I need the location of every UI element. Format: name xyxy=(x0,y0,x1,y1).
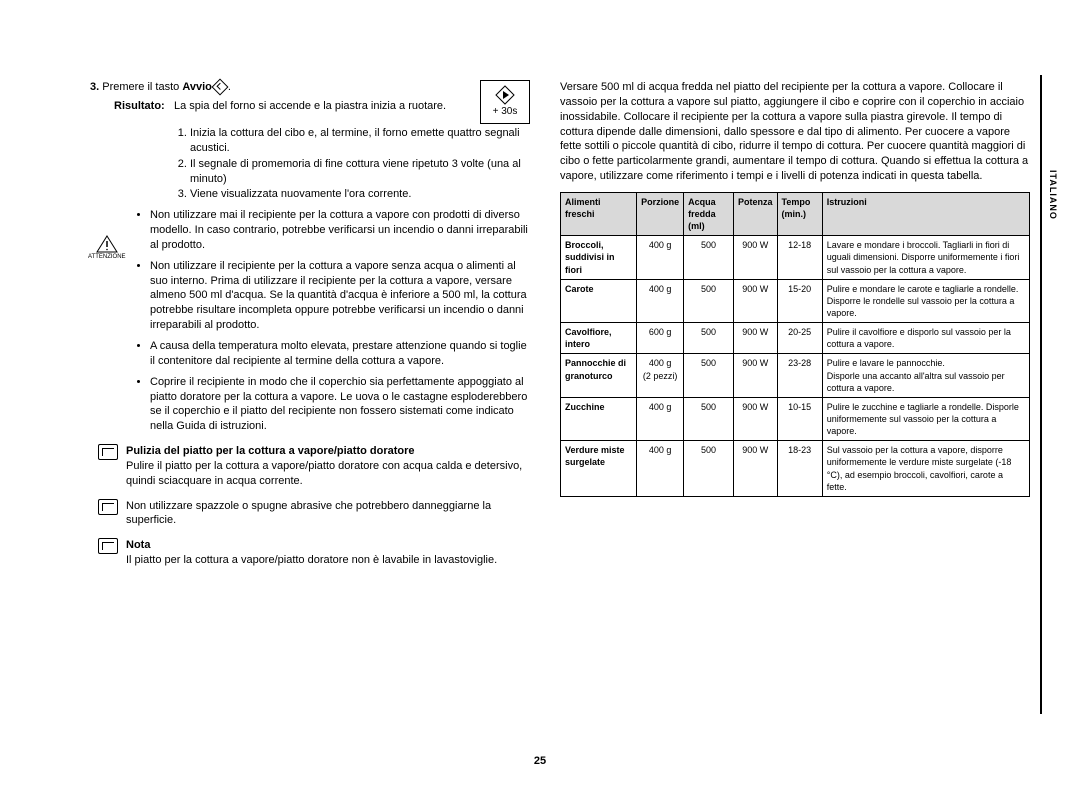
cell-portion: 400 g(2 pezzi) xyxy=(637,354,684,397)
numbered-item: Il segnale di promemoria di fine cottura… xyxy=(190,157,530,187)
note-title: Pulizia del piatto per la cottura a vapo… xyxy=(126,444,530,459)
cell-food: Cavolfiore, intero xyxy=(561,323,637,354)
warning-bullets: Non utilizzare mai il recipiente per la … xyxy=(90,208,530,434)
risultato-label: Risultato: xyxy=(114,99,174,114)
diamond-play-icon xyxy=(495,85,515,105)
th-food: Alimenti freschi xyxy=(561,192,637,235)
cell-portion: 400 g xyxy=(637,397,684,440)
note-title: Nota xyxy=(126,538,530,553)
note-icon xyxy=(98,538,118,554)
cell-water: 500 xyxy=(684,236,734,279)
cell-portion: 600 g xyxy=(637,323,684,354)
th-time: Tempo (min.) xyxy=(777,192,822,235)
language-tab: ITALIANO xyxy=(1048,170,1058,220)
risultato-row: Risultato: La spia del forno si accende … xyxy=(114,99,474,114)
page-number: 25 xyxy=(0,755,1080,767)
cell-power: 900 W xyxy=(734,323,778,354)
table-row: Verdure miste surgelate400 g500900 W18-2… xyxy=(561,441,1030,497)
cell-time: 20-25 xyxy=(777,323,822,354)
cell-time: 12-18 xyxy=(777,236,822,279)
warning-icon: ATTENZIONE xyxy=(88,235,126,261)
table-row: Carote400 g500900 W15-20Pulire e mondare… xyxy=(561,279,1030,322)
note-block-1: Pulizia del piatto per la cottura a vapo… xyxy=(90,444,530,489)
cell-water: 500 xyxy=(684,323,734,354)
cell-water: 500 xyxy=(684,279,734,322)
note-text: Pulire il piatto per la cottura a vapore… xyxy=(126,459,530,489)
bullet-item: A causa della temperatura molto elevata,… xyxy=(150,339,530,369)
cell-food: Carote xyxy=(561,279,637,322)
numbered-item: Inizia la cottura del cibo e, al termine… xyxy=(190,126,530,156)
cell-food: Pannocchie di granoturco xyxy=(561,354,637,397)
cell-instr: Pulire e lavare le pannocchie.Disporle u… xyxy=(822,354,1029,397)
table-row: Broccoli, suddivisi in fiori400 g500900 … xyxy=(561,236,1030,279)
table-row: Pannocchie di granoturco400 g(2 pezzi)50… xyxy=(561,354,1030,397)
cell-instr: Sul vassoio per la cottura a vapore, dis… xyxy=(822,441,1029,497)
bullet-item: Coprire il recipiente in modo che il cop… xyxy=(150,375,530,434)
note-icon xyxy=(98,444,118,460)
cooking-table: Alimenti freschi Porzione Acqua fredda (… xyxy=(560,192,1030,497)
cell-water: 500 xyxy=(684,441,734,497)
cell-water: 500 xyxy=(684,354,734,397)
time-box: + 30s xyxy=(480,80,530,124)
cell-water: 500 xyxy=(684,397,734,440)
table-header-row: Alimenti freschi Porzione Acqua fredda (… xyxy=(561,192,1030,235)
numbered-item: Viene visualizzata nuovamente l'ora corr… xyxy=(190,187,530,202)
cell-food: Zucchine xyxy=(561,397,637,440)
cell-power: 900 W xyxy=(734,441,778,497)
intro-paragraph: Versare 500 ml di acqua fredda nel piatt… xyxy=(560,80,1030,184)
note-text: Il piatto per la cottura a vapore/piatto… xyxy=(126,553,530,568)
note-icon xyxy=(98,499,118,515)
table-row: Zucchine400 g500900 W10-15Pulire le zucc… xyxy=(561,397,1030,440)
cell-power: 900 W xyxy=(734,397,778,440)
cell-portion: 400 g xyxy=(637,236,684,279)
th-water: Acqua fredda (ml) xyxy=(684,192,734,235)
numbered-list: Inizia la cottura del cibo e, al termine… xyxy=(90,126,530,202)
cell-instr: Pulire e mondare le carote e tagliarle a… xyxy=(822,279,1029,322)
step-avvio: Avvio xyxy=(182,81,212,93)
bullet-item: Non utilizzare il recipiente per la cott… xyxy=(150,259,530,333)
warning-label: ATTENZIONE xyxy=(88,254,126,260)
cell-instr: Lavare e mondare i broccoli. Tagliarli i… xyxy=(822,236,1029,279)
cell-instr: Pulire il cavolfiore e disporlo sul vass… xyxy=(822,323,1029,354)
cell-food: Verdure miste surgelate xyxy=(561,441,637,497)
cell-portion: 400 g xyxy=(637,441,684,497)
note-text: Non utilizzare spazzole o spugne abrasiv… xyxy=(126,499,530,529)
cell-instr: Pulire le zucchine e tagliarle a rondell… xyxy=(822,397,1029,440)
side-divider xyxy=(1040,75,1042,714)
cell-power: 900 W xyxy=(734,354,778,397)
step-number: 3. xyxy=(90,81,99,93)
risultato-text: La spia del forno si accende e la piastr… xyxy=(174,99,474,114)
cell-food: Broccoli, suddivisi in fiori xyxy=(561,236,637,279)
left-column: 3. Premere il tasto Avvio. Risultato: La… xyxy=(90,80,530,759)
cell-time: 10-15 xyxy=(777,397,822,440)
step-text: Premere il tasto xyxy=(102,81,182,93)
th-portion: Porzione xyxy=(637,192,684,235)
th-power: Potenza xyxy=(734,192,778,235)
cell-time: 18-23 xyxy=(777,441,822,497)
note-block-2: Non utilizzare spazzole o spugne abrasiv… xyxy=(90,499,530,529)
step-3: 3. Premere il tasto Avvio. xyxy=(90,80,474,95)
cell-power: 900 W xyxy=(734,279,778,322)
cell-time: 15-20 xyxy=(777,279,822,322)
bullet-item: Non utilizzare mai il recipiente per la … xyxy=(150,208,530,253)
table-row: Cavolfiore, intero600 g500900 W20-25Puli… xyxy=(561,323,1030,354)
th-instr: Istruzioni xyxy=(822,192,1029,235)
cell-time: 23-28 xyxy=(777,354,822,397)
note-block-3: Nota Il piatto per la cottura a vapore/p… xyxy=(90,538,530,568)
cell-portion: 400 g xyxy=(637,279,684,322)
cell-power: 900 W xyxy=(734,236,778,279)
diamond-icon xyxy=(211,79,228,96)
right-column: Versare 500 ml di acqua fredda nel piatt… xyxy=(560,80,1030,759)
time-box-label: + 30s xyxy=(493,105,518,119)
